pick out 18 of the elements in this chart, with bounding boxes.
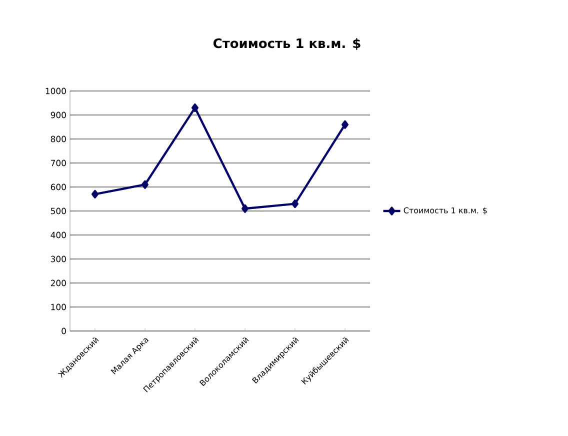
point: [292, 200, 298, 208]
point: [92, 190, 98, 198]
chart-title: Стоимость 1 кв.м. $: [213, 38, 360, 50]
point: [342, 120, 348, 129]
y-tick-label: 400: [50, 232, 66, 238]
y-tick-label: 0: [62, 328, 66, 334]
y-tick-label: 500: [50, 208, 66, 214]
y-tick-label: 900: [50, 112, 66, 118]
point: [192, 104, 198, 112]
y-tick-label: 700: [51, 160, 66, 166]
y-tick-label: 800: [50, 136, 66, 142]
y-tick-label: 200: [50, 280, 66, 286]
y-tick-label: 100: [51, 304, 66, 310]
y-tick-label: 1000: [46, 88, 66, 94]
point: [242, 204, 248, 213]
y-tick-label: 300: [50, 256, 66, 262]
point: [142, 180, 148, 189]
y-tick-label: 600: [50, 184, 66, 190]
